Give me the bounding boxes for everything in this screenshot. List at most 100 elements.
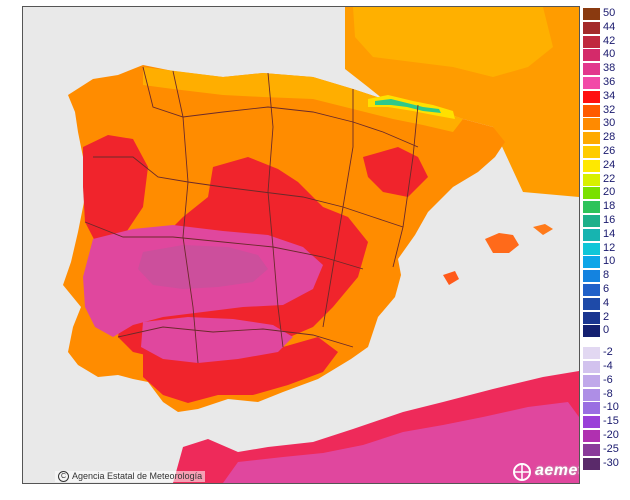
legend-label: 10 bbox=[603, 255, 616, 268]
legend-row: -20 bbox=[583, 429, 630, 442]
legend-swatch bbox=[583, 187, 600, 200]
aemet-logo-icon bbox=[513, 463, 531, 481]
legend-label: 34 bbox=[603, 89, 616, 102]
legend-swatch bbox=[583, 347, 600, 360]
legend-swatch bbox=[583, 63, 600, 76]
island-menorca bbox=[533, 224, 553, 235]
legend-row: -2 bbox=[583, 346, 630, 360]
legend-label: -15 bbox=[603, 415, 619, 428]
hottest-zone-inner bbox=[138, 245, 268, 289]
legend-row: 38 bbox=[583, 62, 630, 76]
legend-swatch bbox=[583, 416, 600, 429]
hot-zone-west bbox=[83, 135, 148, 247]
legend-label: -30 bbox=[603, 456, 619, 469]
map-canvas bbox=[23, 7, 579, 483]
legend-label: 40 bbox=[603, 48, 616, 61]
region-borders bbox=[84, 66, 419, 364]
legend-label: -25 bbox=[603, 442, 619, 455]
aemet-logo-text: aemet bbox=[535, 462, 580, 479]
legend-label: 32 bbox=[603, 103, 616, 116]
legend-label: 42 bbox=[603, 34, 616, 47]
legend-swatch bbox=[583, 132, 600, 145]
legend-row: -30 bbox=[583, 456, 630, 470]
legend-swatch bbox=[583, 35, 600, 48]
legend-row: 32 bbox=[583, 103, 630, 117]
copyright-icon: C bbox=[58, 471, 69, 483]
legend-label: 30 bbox=[603, 117, 616, 130]
legend-row: 14 bbox=[583, 227, 630, 241]
legend-swatch bbox=[583, 311, 600, 324]
legend-label: 50 bbox=[603, 7, 616, 19]
legend-row: 18 bbox=[583, 200, 630, 214]
legend-swatch bbox=[583, 402, 600, 415]
credit-text: Agencia Estatal de Meteorología bbox=[72, 471, 203, 481]
legend-label: -20 bbox=[603, 429, 619, 441]
legend-swatch bbox=[583, 104, 600, 117]
legend-row: 12 bbox=[583, 242, 630, 255]
temperature-legend: 50 44 42 40 38 36 34 32 30 28 26 24 22 20 18 16 14 12 10 8 6… bbox=[583, 7, 630, 482]
legend-row: 20 bbox=[583, 186, 630, 200]
legend-label: 18 bbox=[603, 200, 616, 213]
legend-swatch bbox=[583, 430, 600, 442]
legend-swatch bbox=[583, 228, 600, 241]
legend-swatch bbox=[583, 77, 600, 89]
legend-row: 16 bbox=[583, 214, 630, 227]
legend-swatch bbox=[583, 146, 600, 158]
legend-swatch bbox=[583, 361, 600, 373]
legend-swatch bbox=[583, 284, 600, 296]
legend-swatch bbox=[583, 443, 600, 456]
legend-swatch bbox=[583, 173, 600, 186]
legend-swatch bbox=[583, 242, 600, 255]
legend-swatch bbox=[583, 90, 600, 103]
legend-label: 24 bbox=[603, 158, 616, 171]
legend-swatch bbox=[583, 374, 600, 387]
legend-row: 22 bbox=[583, 172, 630, 186]
legend-label: 36 bbox=[603, 76, 616, 88]
hot-zone-south bbox=[143, 337, 338, 403]
legend-swatch bbox=[583, 21, 600, 34]
aemet-logo: aemet bbox=[509, 461, 580, 483]
legend-row: 30 bbox=[583, 117, 630, 131]
legend-row: 8 bbox=[583, 269, 630, 283]
pyrenees-cold-peaks bbox=[375, 99, 441, 113]
legend-label: -4 bbox=[603, 360, 613, 372]
legend-label: 38 bbox=[603, 62, 616, 75]
france-warm-area bbox=[353, 7, 553, 77]
legend-row: 26 bbox=[583, 145, 630, 158]
island-mallorca bbox=[485, 233, 519, 253]
legend-swatch bbox=[583, 49, 600, 62]
legend-row: 24 bbox=[583, 158, 630, 172]
legend-label: 14 bbox=[603, 227, 616, 240]
credit-label: C Agencia Estatal de Meteorología bbox=[55, 471, 206, 483]
legend-row: 40 bbox=[583, 48, 630, 62]
legend-swatch bbox=[583, 256, 600, 269]
legend-row: 0 bbox=[583, 324, 630, 338]
legend-label: 44 bbox=[603, 20, 616, 33]
legend-swatch bbox=[583, 159, 600, 172]
legend-swatch bbox=[583, 8, 600, 20]
legend-row: -6 bbox=[583, 373, 630, 387]
island-ibiza bbox=[443, 271, 459, 285]
legend-label: 22 bbox=[603, 172, 616, 185]
legend-label: 26 bbox=[603, 145, 616, 157]
legend-row: 10 bbox=[583, 255, 630, 269]
legend-swatch bbox=[583, 270, 600, 283]
legend-label: 16 bbox=[603, 214, 616, 226]
legend-label: 0 bbox=[603, 324, 610, 337]
legend-label: 28 bbox=[603, 131, 616, 144]
legend-row: 6 bbox=[583, 283, 630, 296]
legend-swatch bbox=[583, 388, 600, 401]
legend-row: 44 bbox=[583, 20, 630, 34]
legend-label: 20 bbox=[603, 186, 616, 199]
legend-label: -6 bbox=[603, 373, 613, 386]
legend-label: -8 bbox=[603, 387, 613, 400]
legend-row: 50 bbox=[583, 7, 630, 20]
legend-row: 28 bbox=[583, 131, 630, 145]
legend-row: -8 bbox=[583, 387, 630, 401]
legend-row: 42 bbox=[583, 34, 630, 48]
north-cool-strip bbox=[143, 67, 463, 132]
legend-row: -25 bbox=[583, 442, 630, 456]
legend-swatch bbox=[583, 297, 600, 310]
legend-label: 2 bbox=[603, 310, 610, 323]
legend-label: 6 bbox=[603, 283, 610, 295]
